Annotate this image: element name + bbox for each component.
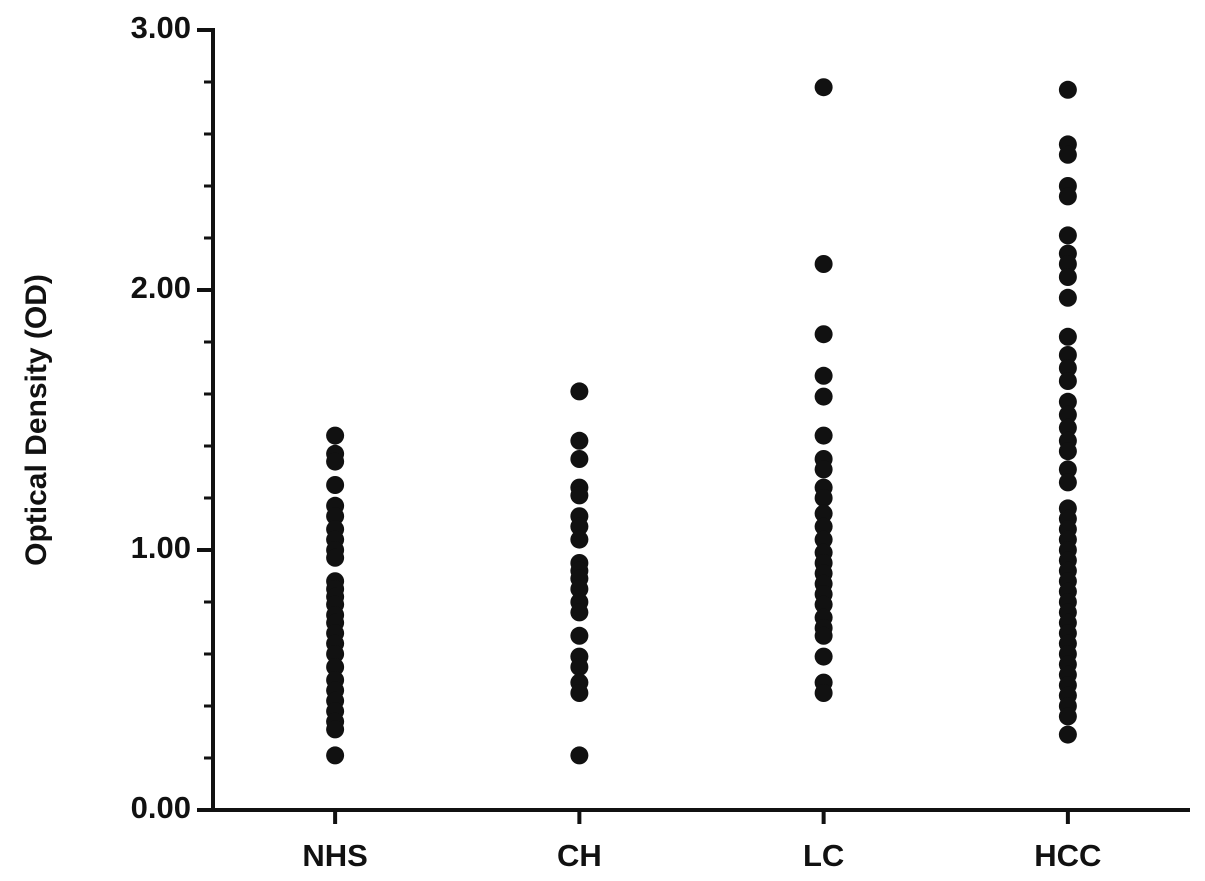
dot: [326, 746, 345, 765]
x-tick-label: HCC: [1034, 838, 1101, 873]
dot: [1058, 145, 1077, 164]
dot: [814, 78, 833, 97]
dot: [814, 684, 833, 702]
dot: [1058, 268, 1077, 286]
dot: [814, 530, 833, 549]
dot: [814, 504, 833, 523]
dot: [1058, 707, 1077, 726]
dot: [1058, 346, 1077, 364]
dot: [570, 580, 589, 598]
dot: [1058, 473, 1077, 492]
dot: [570, 530, 589, 549]
dot: [1058, 327, 1077, 346]
dot: [570, 431, 589, 450]
dot: [814, 489, 833, 507]
dot: [570, 382, 589, 401]
dot: [1058, 418, 1077, 437]
dot: [1058, 255, 1077, 273]
dot: [1058, 288, 1077, 307]
dot: [326, 548, 345, 567]
dot: [814, 595, 833, 614]
dot: [570, 517, 589, 536]
dot: [1058, 226, 1077, 245]
dot: [1058, 405, 1077, 424]
dot: [326, 658, 345, 676]
dot: [814, 460, 833, 479]
dot: [1058, 187, 1077, 206]
dot: [814, 366, 833, 385]
dot: [1058, 460, 1077, 479]
dot: [570, 450, 589, 468]
dot: [814, 387, 833, 406]
dot: [1058, 392, 1077, 411]
dot: [1058, 725, 1077, 744]
dot: [1058, 372, 1077, 390]
dot: [326, 507, 345, 526]
y-tick-label: 1.00: [131, 530, 191, 565]
dot: [570, 658, 589, 676]
dot: [1058, 359, 1077, 377]
dot: [570, 486, 589, 505]
x-tick-label: LC: [803, 838, 844, 873]
dot: [1058, 442, 1077, 461]
y-tick-label: 3.00: [131, 10, 191, 45]
dot: [326, 476, 345, 494]
dot: [326, 645, 345, 663]
dot: [814, 325, 833, 344]
dot: [570, 746, 589, 765]
y-tick-label: 0.00: [131, 790, 191, 825]
dot: [570, 684, 589, 702]
dot: [326, 452, 345, 471]
y-tick-label: 2.00: [131, 270, 191, 305]
dot: [814, 517, 833, 536]
dot: [814, 255, 833, 273]
dot: [1058, 80, 1077, 99]
y-axis-label: Optical Density (OD): [20, 274, 53, 566]
dot: [570, 603, 589, 622]
dot: [814, 647, 833, 666]
dot: [814, 426, 833, 445]
x-tick-label: CH: [557, 838, 602, 873]
dot: [326, 426, 345, 445]
x-tick-label: NHS: [302, 838, 367, 873]
dot: [570, 626, 589, 645]
dot: [326, 720, 345, 739]
dot: [814, 626, 833, 645]
